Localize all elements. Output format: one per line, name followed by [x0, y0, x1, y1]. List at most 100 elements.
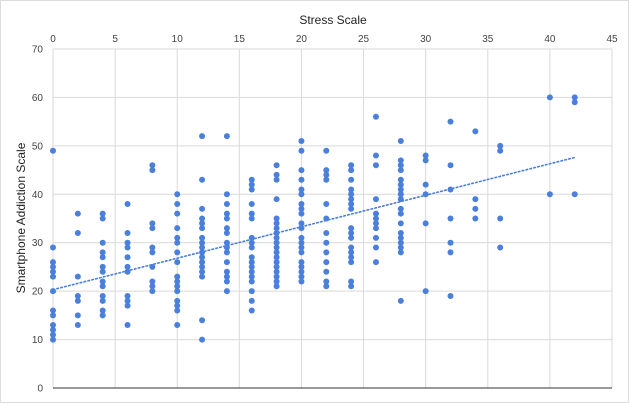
data-point	[223, 133, 230, 140]
data-point	[223, 244, 230, 251]
x-tick-label: 0	[50, 34, 56, 45]
data-point	[50, 322, 56, 329]
data-point	[323, 259, 330, 266]
data-point	[273, 215, 280, 222]
data-point	[348, 259, 355, 266]
data-point	[223, 278, 230, 285]
data-point	[273, 263, 280, 270]
data-point	[447, 292, 454, 299]
data-point	[50, 288, 56, 295]
data-point	[199, 317, 206, 324]
data-point	[248, 239, 255, 246]
data-point	[348, 176, 355, 183]
data-point	[174, 239, 181, 246]
data-point	[248, 181, 255, 188]
data-point	[124, 297, 131, 304]
data-point	[348, 225, 355, 232]
data-point	[348, 162, 355, 169]
data-point	[223, 200, 230, 207]
data-point	[174, 225, 181, 232]
data-point	[50, 244, 56, 251]
data-point	[273, 230, 280, 237]
data-point	[199, 244, 206, 251]
data-point	[372, 152, 379, 159]
data-point	[124, 268, 131, 275]
data-point	[571, 191, 578, 198]
data-point	[124, 254, 131, 261]
data-point	[99, 283, 106, 290]
data-point	[571, 99, 578, 106]
data-point	[50, 259, 56, 266]
data-point	[124, 230, 131, 237]
data-point	[199, 254, 206, 261]
data-point	[472, 215, 479, 222]
data-point	[174, 297, 181, 304]
data-point	[248, 268, 255, 275]
data-point	[323, 171, 330, 178]
data-point	[174, 288, 181, 295]
data-point	[248, 297, 255, 304]
data-point	[50, 336, 56, 343]
data-point	[397, 191, 404, 198]
data-point	[298, 225, 305, 232]
data-point	[273, 273, 280, 280]
data-point	[99, 297, 106, 304]
data-point	[546, 191, 553, 198]
data-point	[174, 273, 181, 280]
data-point	[50, 307, 56, 314]
data-point	[248, 259, 255, 266]
data-point	[174, 259, 181, 266]
data-point	[397, 157, 404, 164]
data-point	[372, 225, 379, 232]
data-point	[298, 239, 305, 246]
data-point	[174, 307, 181, 314]
data-point	[323, 176, 330, 183]
data-point	[372, 244, 379, 251]
data-point	[348, 283, 355, 290]
data-point	[248, 263, 255, 270]
data-point	[348, 254, 355, 261]
data-point	[571, 94, 578, 101]
tick-labels: 0 5 10 15 20 25 30 35 40 45 0 10 20 30 40 50 60 70	[32, 34, 618, 395]
data-point	[397, 176, 404, 183]
data-point	[248, 288, 255, 295]
data-point	[248, 186, 255, 193]
data-point	[50, 268, 56, 275]
data-point	[223, 259, 230, 266]
data-point	[199, 263, 206, 270]
data-point	[273, 259, 280, 266]
data-point	[74, 322, 81, 329]
data-point	[223, 210, 230, 217]
data-point	[397, 230, 404, 237]
data-point	[50, 326, 56, 333]
data-point	[223, 225, 230, 232]
data-point	[124, 263, 131, 270]
data-point	[199, 176, 206, 183]
data-point	[273, 234, 280, 241]
data-point	[472, 205, 479, 212]
data-point	[397, 249, 404, 256]
data-point	[422, 157, 429, 164]
data-point	[372, 259, 379, 266]
data-point	[174, 210, 181, 217]
data-point	[298, 263, 305, 270]
data-point	[74, 273, 81, 280]
data-point	[447, 186, 454, 193]
data-point	[273, 171, 280, 178]
data-point	[273, 162, 280, 169]
data-point	[298, 186, 305, 193]
data-point	[546, 94, 553, 101]
data-point	[348, 196, 355, 203]
data-point	[422, 220, 429, 227]
data-point	[199, 336, 206, 343]
data-point	[248, 234, 255, 241]
data-point	[323, 239, 330, 246]
data-point	[472, 196, 479, 203]
data-point	[248, 244, 255, 251]
data-point	[124, 292, 131, 299]
data-point	[174, 234, 181, 241]
data-point	[174, 249, 181, 256]
data-point	[422, 152, 429, 159]
y-tick-label: 70	[32, 45, 44, 56]
data-point	[99, 268, 106, 275]
